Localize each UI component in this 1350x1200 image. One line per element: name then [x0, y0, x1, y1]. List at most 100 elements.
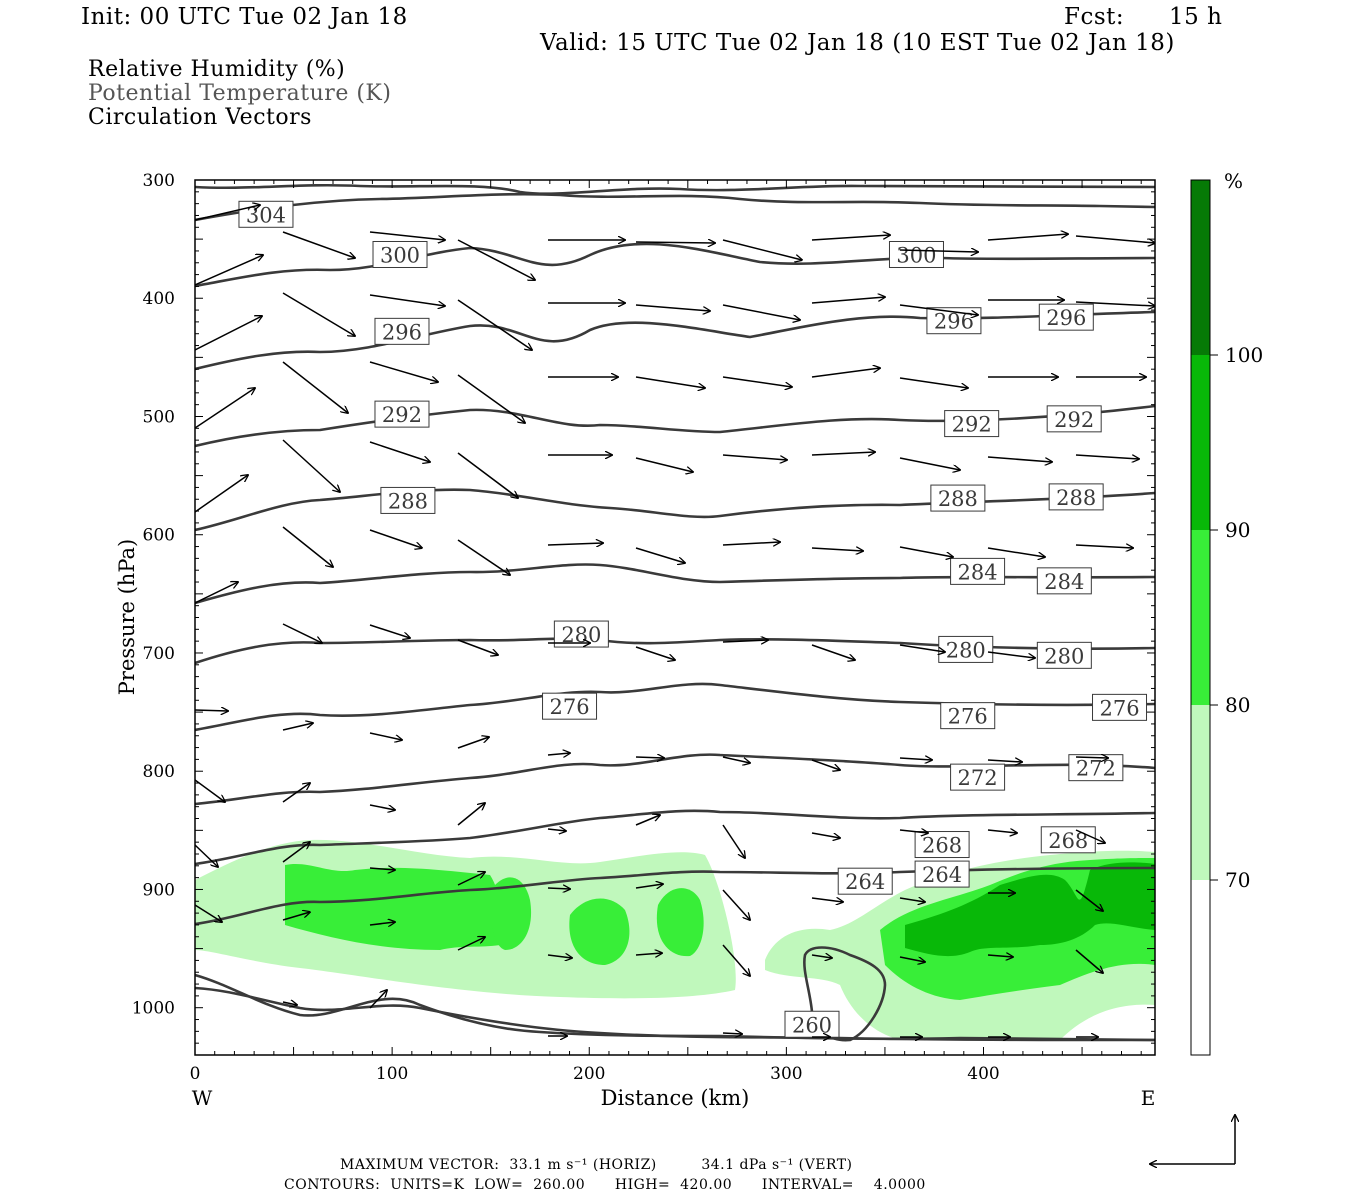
- circulation-vector: [635, 815, 660, 826]
- theta-label: 296: [374, 317, 430, 345]
- circulation-vector: [282, 723, 313, 731]
- theta-label: 268: [914, 831, 970, 859]
- circulation-vector: [987, 547, 1045, 557]
- svg-text:300: 300: [896, 243, 936, 267]
- circulation-vector: [195, 388, 255, 429]
- circulation-vector: [369, 804, 395, 810]
- circulation-vector: [635, 376, 705, 388]
- theta-label: 260: [784, 1010, 840, 1038]
- circulation-vector: [195, 316, 262, 351]
- theta-contour: [195, 488, 1155, 532]
- x-tick-label: 400: [967, 1064, 999, 1084]
- x-tick-label: 100: [376, 1064, 408, 1084]
- svg-text:288: 288: [388, 489, 428, 513]
- circulation-vector: [547, 829, 566, 831]
- circulation-vector: [899, 304, 978, 315]
- circulation-vector: [1075, 949, 1103, 973]
- svg-text:284: 284: [1044, 570, 1084, 594]
- colorbar-segment-90: [1191, 355, 1210, 530]
- theta-label: 288: [380, 486, 436, 514]
- circulation-vector: [1075, 757, 1108, 758]
- y-tick-label: 300: [143, 171, 175, 191]
- circulation-vector: [282, 292, 355, 336]
- circulation-vector: [282, 361, 348, 413]
- circulation-vector: [899, 956, 925, 962]
- circulation-vector: [899, 830, 928, 833]
- y-tick-label: 400: [143, 289, 175, 309]
- circulation-vector: [457, 374, 525, 423]
- reference-vector: [1150, 1115, 1235, 1164]
- theta-label: 296: [1038, 303, 1094, 331]
- theta-label: 272: [950, 763, 1006, 791]
- circulation-vector: [547, 888, 570, 889]
- svg-text:292: 292: [952, 413, 992, 437]
- circulation-vector: [722, 756, 750, 763]
- east-label: E: [1141, 1086, 1156, 1110]
- theta-label: 268: [1040, 826, 1096, 854]
- theta-label: 280: [1036, 641, 1092, 669]
- circulation-vector: [635, 304, 710, 311]
- circulation-vector: [635, 757, 664, 758]
- circulation-vector: [547, 543, 603, 545]
- svg-text:272: 272: [958, 766, 998, 790]
- circulation-vector: [987, 955, 1013, 957]
- circulation-vector: [369, 990, 387, 1009]
- circulation-vector: [1075, 454, 1139, 459]
- circulation-vector: [457, 803, 485, 826]
- contours-note: CONTOURS: UNITS=K LOW= 260.00 HIGH= 420.…: [284, 1177, 926, 1193]
- svg-text:300: 300: [380, 243, 420, 267]
- circulation-vector: [457, 452, 518, 498]
- svg-text:276: 276: [549, 695, 589, 719]
- circulation-vector: [457, 239, 535, 280]
- circulation-vector: [457, 737, 489, 749]
- svg-text:296: 296: [382, 320, 422, 344]
- theta-label: 304: [238, 200, 294, 228]
- svg-text:288: 288: [1056, 486, 1096, 510]
- circulation-vector: [635, 953, 662, 955]
- theta-label: 292: [1046, 405, 1102, 433]
- circulation-vector: [457, 937, 485, 951]
- y-axis-title: Pressure (hPa): [115, 539, 139, 695]
- circulation-vector: [282, 231, 355, 258]
- circulation-vector: [722, 542, 780, 545]
- rh-80-region-mid2: [569, 898, 630, 965]
- circulation-vector: [457, 539, 510, 575]
- circulation-vector: [195, 255, 263, 286]
- humidity-fill: [195, 839, 1155, 1041]
- circulation-vector: [635, 884, 663, 888]
- valid-time: Valid: 15 UTC Tue 02 Jan 18 (10 EST Tue …: [540, 30, 1175, 56]
- y-tick-labels: 300 400 500 600 700 800 900 1000: [132, 171, 175, 1019]
- rh-80-region-mid1: [491, 877, 532, 950]
- circulation-vector: [899, 758, 932, 760]
- colorbar-level-label: 70: [1225, 868, 1250, 892]
- circulation-vector: [282, 783, 310, 803]
- theta-label: 264: [914, 860, 970, 888]
- colorbar-unit: %: [1224, 169, 1243, 193]
- y-tick-label: 600: [143, 526, 175, 546]
- circulation-vector: [811, 644, 855, 660]
- svg-text:272: 272: [1076, 757, 1116, 781]
- circulation-vector: [369, 624, 410, 638]
- colorbar-level-label: 100: [1225, 343, 1263, 367]
- circulation-vector: [195, 710, 228, 711]
- theta-label: 292: [374, 400, 430, 428]
- svg-text:264: 264: [922, 863, 962, 887]
- svg-text:292: 292: [382, 403, 422, 427]
- y-tick-label: 900: [143, 880, 175, 900]
- rh-80-region-west: [285, 863, 502, 950]
- circulation-vector: [369, 922, 395, 925]
- circulation-vector: [987, 830, 1017, 833]
- circulation-vector: [1075, 889, 1103, 911]
- circulation-vector: [722, 944, 750, 976]
- circulation-vector: [1075, 545, 1133, 548]
- theta-label: 292: [944, 410, 1000, 438]
- svg-text:296: 296: [1046, 306, 1086, 330]
- circulation-vector: [722, 824, 745, 858]
- svg-text:276: 276: [948, 705, 988, 729]
- theta-contour: [195, 973, 1155, 1042]
- x-axis-title: Distance (km): [601, 1086, 750, 1110]
- circulation-vector: [899, 250, 978, 252]
- legend-potential-temperature: Potential Temperature (K): [88, 81, 392, 106]
- theta-label: 288: [930, 484, 986, 512]
